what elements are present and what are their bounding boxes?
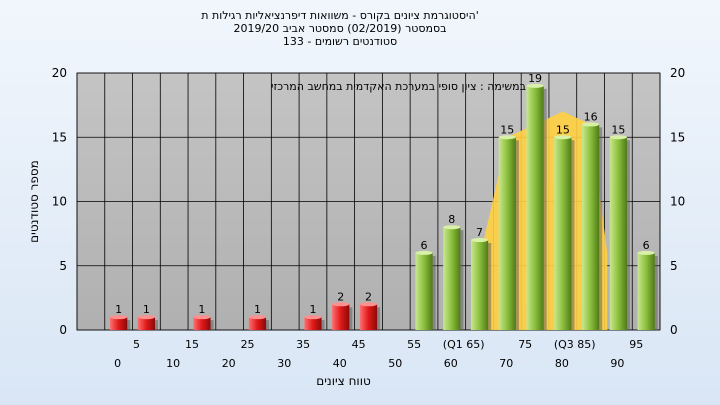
bar-top bbox=[359, 302, 378, 307]
bar-top bbox=[526, 83, 544, 88]
bar-value-label: 15 bbox=[611, 123, 625, 136]
bar-value-label: 2 bbox=[365, 290, 372, 303]
x-tick-label-upper: 75 bbox=[518, 338, 532, 351]
bar-value-label: 1 bbox=[143, 303, 150, 316]
bar-top bbox=[609, 135, 627, 140]
x-tick-label-lower: 80 bbox=[555, 357, 569, 370]
bar-pass bbox=[637, 252, 655, 330]
x-tick-label-upper: (Q1 65) bbox=[443, 338, 485, 351]
bar-value-label: 2 bbox=[337, 290, 344, 303]
x-tick-label-upper: 15 bbox=[185, 338, 199, 351]
y-tick-label-right: 15 bbox=[670, 130, 685, 144]
bar-value-label: 16 bbox=[584, 110, 598, 123]
bar-value-label: 7 bbox=[476, 226, 483, 239]
y-tick-label-right: 20 bbox=[670, 66, 685, 80]
x-tick-label-lower: 30 bbox=[277, 357, 291, 370]
bar-top bbox=[443, 225, 461, 230]
y-tick-label-right: 0 bbox=[670, 323, 678, 337]
y-tick-label-left: 5 bbox=[59, 259, 67, 273]
x-tick-label-lower: 20 bbox=[222, 357, 236, 370]
bar-fail bbox=[248, 317, 267, 330]
x-tick-label-upper: (Q3 85) bbox=[554, 338, 596, 351]
bar-pass bbox=[498, 137, 516, 330]
bar-top bbox=[554, 135, 572, 140]
y-tick-label-left: 15 bbox=[52, 130, 67, 144]
bar-fail bbox=[137, 317, 156, 330]
bar-value-label: 15 bbox=[556, 123, 570, 136]
bar-fail bbox=[359, 304, 378, 330]
x-axis-label: טווח ציונים bbox=[316, 374, 371, 388]
y-tick-label-left: 10 bbox=[52, 195, 67, 209]
bar-pass bbox=[443, 227, 461, 330]
chart-annotation: במשימה : ציון סופי במערכת האקדמית במחשב … bbox=[271, 80, 526, 93]
bar-pass bbox=[609, 137, 627, 330]
x-tick-label-lower: 70 bbox=[499, 357, 513, 370]
bar-fail bbox=[193, 317, 211, 330]
bar-fail bbox=[304, 317, 322, 330]
bar-value-label: 1 bbox=[309, 303, 316, 316]
x-tick-label-upper: 95 bbox=[629, 338, 643, 351]
x-tick-label-upper: 5 bbox=[133, 338, 140, 351]
x-tick-label-lower: 60 bbox=[444, 357, 458, 370]
bar-value-label: 1 bbox=[115, 303, 122, 316]
title-line-2: בסמסטר (02/2019) סמסטר אביב 2019/20 bbox=[233, 22, 447, 35]
x-tick-label-upper: 55 bbox=[407, 338, 421, 351]
y-tick-label-left: 20 bbox=[52, 66, 67, 80]
bar-value-label: 6 bbox=[421, 239, 428, 252]
x-tick-label-lower: 50 bbox=[388, 357, 402, 370]
chart-title: היסטוגרמת ציונים בקורס - משוואות דיפרנצי… bbox=[150, 9, 530, 48]
bar-value-label: 1 bbox=[254, 303, 261, 316]
bar-pass bbox=[526, 85, 544, 330]
x-tick-label-upper: 35 bbox=[296, 338, 310, 351]
x-tick-label-lower: 0 bbox=[114, 357, 121, 370]
bar-pass bbox=[554, 137, 572, 330]
x-tick-label-upper: 25 bbox=[241, 338, 255, 351]
y-tick-label-left: 0 bbox=[59, 323, 67, 337]
bar-top bbox=[193, 315, 211, 320]
bar-pass bbox=[581, 124, 600, 331]
title-line-3: סטודנטים רשומים - 133 bbox=[282, 35, 398, 48]
bar-top bbox=[581, 122, 600, 127]
bar-value-label: 1 bbox=[198, 303, 205, 316]
x-tick-label-upper: 45 bbox=[352, 338, 366, 351]
bar-top bbox=[304, 315, 322, 320]
bar-top bbox=[332, 302, 350, 307]
bar-value-label: 6 bbox=[643, 239, 650, 252]
bar-pass bbox=[470, 240, 489, 330]
bar-top bbox=[637, 250, 655, 255]
bar-top bbox=[415, 250, 433, 255]
y-tick-label-right: 5 bbox=[670, 259, 678, 273]
bar-top bbox=[248, 315, 267, 320]
bar-fail bbox=[110, 317, 128, 330]
x-tick-label-lower: 40 bbox=[333, 357, 347, 370]
bar-top bbox=[470, 238, 489, 243]
y-axis-label: מספר סטודנטים bbox=[27, 160, 41, 243]
bar-top bbox=[110, 315, 128, 320]
bar-value-label: 8 bbox=[448, 213, 455, 226]
bar-top bbox=[498, 135, 516, 140]
bar-top bbox=[137, 315, 156, 320]
bar-pass bbox=[415, 252, 433, 330]
bar-value-label: 19 bbox=[528, 72, 542, 85]
bar-fail bbox=[332, 304, 350, 330]
x-tick-label-lower: 90 bbox=[610, 357, 624, 370]
y-tick-label-right: 10 bbox=[670, 195, 685, 209]
bar-value-label: 15 bbox=[500, 123, 514, 136]
title-line-1: היסטוגרמת ציונים בקורס - משוואות דיפרנצי… bbox=[201, 9, 479, 22]
x-tick-label-lower: 10 bbox=[166, 357, 180, 370]
